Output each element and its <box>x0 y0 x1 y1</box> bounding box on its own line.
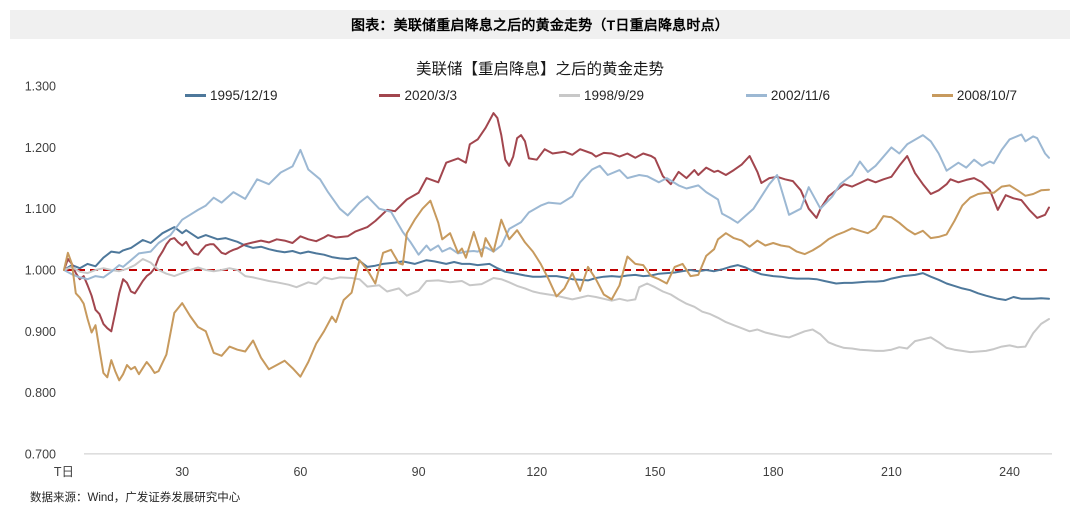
chart-title: 美联储【重启降息】之后的黄金走势 <box>415 61 664 78</box>
legend-item-1995-12-19: 1995/12/19 <box>185 88 278 103</box>
y-axis-tick-label: 1.100 <box>25 202 56 216</box>
figure-title: 图表：美联储重启降息之后的黄金走势（T日重启降息时点） <box>351 16 729 33</box>
series-line-1998-9-29 <box>63 258 1050 354</box>
legend-line-marker <box>185 93 206 97</box>
y-axis-tick-label: 1.200 <box>25 141 56 155</box>
y-axis-tick-label: 1.000 <box>25 264 56 278</box>
plot-area: 1.300 1.200 1.100 1.000 0.900 0.800 0.700 T日 30 6… <box>25 80 1052 479</box>
legend-item-2020-3-3: 2020/3/3 <box>379 88 457 103</box>
legend-line-marker <box>745 93 767 97</box>
source-note: 数据来源：Wind，广发证券发展研究中心 <box>30 492 241 504</box>
y-axis-tick-label: 0.900 <box>25 325 56 339</box>
legend-label: 2020/3/3 <box>404 87 458 103</box>
legend-label: 2002/11/6 <box>770 87 830 103</box>
x-axis-tick-label: T日 <box>54 465 74 479</box>
x-axis-tick-label: 180 <box>763 465 784 479</box>
legend-line-marker <box>379 93 401 97</box>
y-axis-tick-label: 1.300 <box>25 80 56 94</box>
legend-label: 1998/9/29 <box>583 87 645 103</box>
x-axis-tick-label: 210 <box>881 465 902 479</box>
series-line-1995-12-19 <box>63 226 1050 301</box>
x-axis-tick-label: 150 <box>645 465 666 479</box>
x-axis-tick-label: 60 <box>293 465 307 479</box>
legend-line-marker <box>931 93 953 97</box>
x-axis-tick-label: 240 <box>999 465 1020 479</box>
y-axis-tick-label: 0.800 <box>25 386 56 400</box>
legend-item-2002-11-6: 2002/11/6 <box>745 87 830 103</box>
x-axis-tick-label: 30 <box>175 465 189 479</box>
legend-item-1998-9-29: 1998/9/29 <box>558 87 645 103</box>
x-axis-tick-label: 90 <box>412 465 426 479</box>
legend-label: 1995/12/19 <box>210 87 278 103</box>
figure-header-bar: 图表：美联储重启降息之后的黄金走势（T日重启降息时点） <box>10 10 1070 39</box>
series-line-2002-11-6 <box>63 133 1050 281</box>
series-line-2008-10-7 <box>63 184 1050 382</box>
chart-legend: 1995/12/19 2020/3/3 1998/9/29 2002/11/6 2008… <box>185 86 1017 104</box>
legend-line-marker <box>558 93 580 97</box>
legend-item-2008-10-7: 2008/10/7 <box>931 87 1017 103</box>
y-axis-tick-label: 0.700 <box>25 447 56 461</box>
x-axis-tick-label: 120 <box>526 465 547 479</box>
series-line-2020-3-3 <box>63 112 1050 333</box>
legend-label: 2008/10/7 <box>956 87 1017 103</box>
